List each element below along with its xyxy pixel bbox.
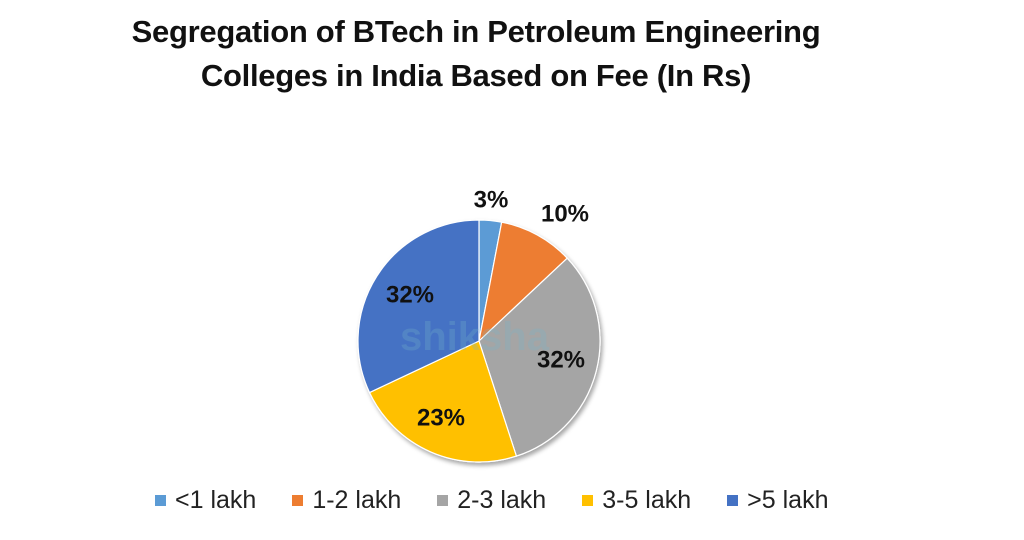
- legend-swatch-icon: [155, 495, 166, 506]
- pie-labels: 3% 10% 32% 23% 32%: [386, 186, 589, 431]
- chart-title: Segregation of BTech in Petroleum Engine…: [0, 10, 952, 98]
- chart-legend: <1 lakh 1-2 lakh 2-3 lakh 3-5 lakh >5 lakh: [155, 486, 864, 515]
- legend-item: >5 lakh: [727, 486, 828, 515]
- pie-slice-2-3-lakh: [478, 257, 601, 457]
- legend-label: 3-5 lakh: [602, 486, 692, 514]
- chart-title-line-2: Colleges in India Based on Fee (In Rs): [200, 58, 752, 93]
- data-label: 32%: [537, 346, 585, 373]
- pie-slices: [357, 219, 601, 463]
- data-label: 10%: [541, 200, 589, 227]
- data-label: 23%: [417, 404, 465, 431]
- legend-item: 2-3 lakh: [437, 486, 546, 515]
- pie-slice-5-lakh: [357, 219, 480, 394]
- legend-swatch-icon: [437, 495, 449, 506]
- pie-slice-3-5-lakh: [368, 340, 518, 463]
- legend-label: 1-2 lakh: [312, 486, 402, 514]
- legend-item: 3-5 lakh: [582, 486, 691, 515]
- legend-swatch-icon: [292, 495, 304, 506]
- data-label: 32%: [386, 281, 434, 308]
- legend-swatch-icon: [582, 495, 594, 506]
- legend-label: >5 lakh: [747, 486, 829, 514]
- legend-label: 2-3 lakh: [457, 486, 547, 514]
- chart-title-line-1: Segregation of BTech in Petroleum Engine…: [131, 14, 821, 49]
- pie-slice-1-2-lakh: [478, 221, 569, 343]
- legend-item: <1 lakh: [155, 486, 256, 515]
- data-label: 3%: [474, 186, 509, 213]
- legend-label: <1 lakh: [175, 486, 257, 514]
- legend-item: 1-2 lakh: [292, 486, 401, 515]
- legend-swatch-icon: [727, 495, 739, 506]
